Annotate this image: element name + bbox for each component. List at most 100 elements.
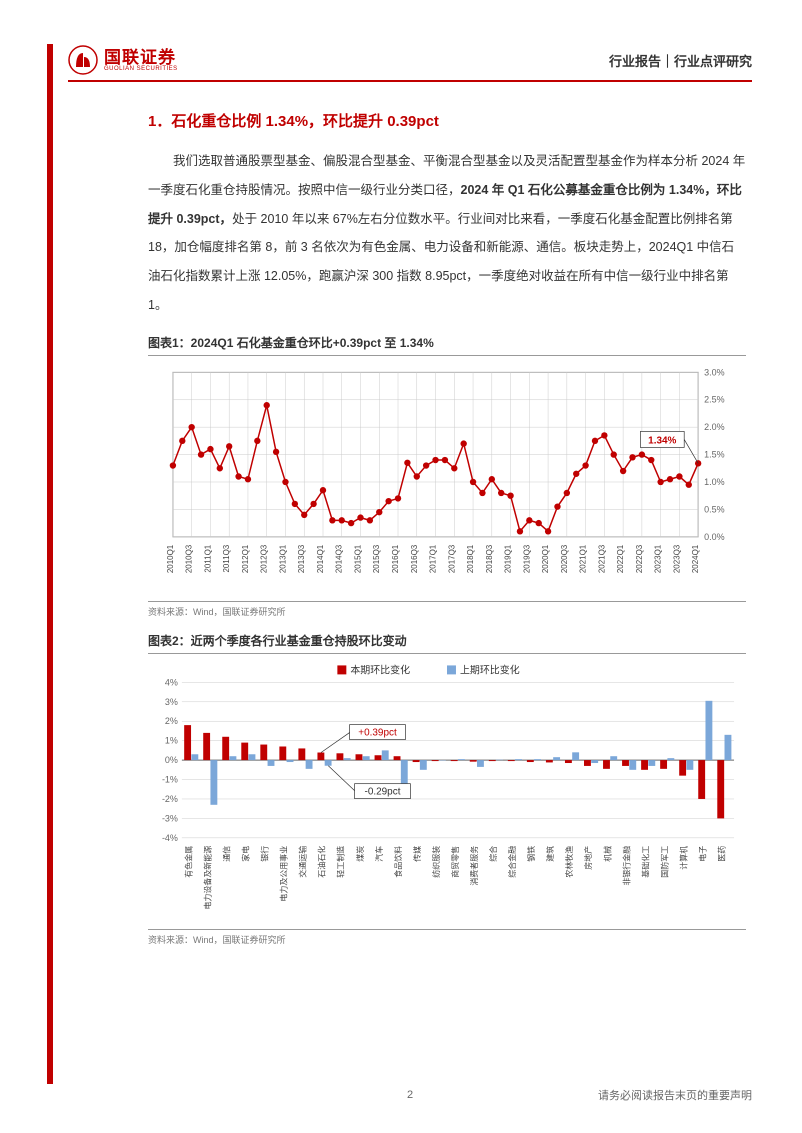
chart2-block: 图表2：近两个季度各行业基金重仓持股环比变动 本期环比变化 上期环比变化 -4% -3… bbox=[148, 632, 746, 946]
svg-text:2012Q1: 2012Q1 bbox=[241, 544, 250, 573]
svg-text:+0.39pct: +0.39pct bbox=[358, 727, 397, 738]
chart2-area: 本期环比变化上期环比变化-4%-3%-2%-1%0%1%2%3%4%有色金属电力… bbox=[148, 660, 746, 925]
logo-text-cn: 国联证券 bbox=[104, 49, 178, 66]
svg-text:综合金融: 综合金融 bbox=[507, 845, 517, 877]
section-title: 1．石化重仓比例 1.34%，环比提升 0.39pct bbox=[148, 110, 746, 131]
section-paragraph: 我们选取普通股票型基金、偏股混合型基金、平衡混合型基金以及灵活配置型基金作为样本… bbox=[148, 147, 746, 320]
svg-text:2021Q1: 2021Q1 bbox=[579, 544, 588, 573]
svg-text:轻工制造: 轻工制造 bbox=[336, 845, 346, 877]
chart1-area: 0.0% 0.5% 1.0% 1.5% 2.0% 2.5% 3.0% 2010Q1 2010Q3… bbox=[148, 362, 746, 597]
svg-text:-1%: -1% bbox=[162, 774, 178, 784]
svg-text:农林牧渔: 农林牧渔 bbox=[564, 845, 574, 877]
svg-text:1.34%: 1.34% bbox=[648, 435, 676, 446]
svg-text:消费者服务: 消费者服务 bbox=[469, 845, 479, 885]
svg-text:2013Q3: 2013Q3 bbox=[297, 544, 306, 573]
svg-text:3.0%: 3.0% bbox=[704, 367, 724, 377]
svg-text:建筑: 建筑 bbox=[545, 845, 555, 861]
svg-text:2013Q1: 2013Q1 bbox=[278, 544, 287, 573]
svg-text:纺织服装: 纺织服装 bbox=[431, 845, 441, 877]
svg-text:传媒: 传媒 bbox=[412, 845, 422, 861]
svg-text:上期环比变化: 上期环比变化 bbox=[460, 663, 520, 676]
svg-text:2018Q3: 2018Q3 bbox=[485, 544, 494, 573]
svg-text:本期环比变化: 本期环比变化 bbox=[350, 663, 410, 676]
svg-text:2012Q3: 2012Q3 bbox=[260, 544, 269, 573]
svg-text:房地产: 房地产 bbox=[583, 845, 593, 869]
svg-text:2015Q3: 2015Q3 bbox=[372, 544, 381, 573]
svg-text:2023Q1: 2023Q1 bbox=[654, 544, 663, 573]
svg-text:2015Q1: 2015Q1 bbox=[354, 544, 363, 573]
svg-text:0.5%: 0.5% bbox=[704, 504, 724, 514]
svg-text:2020Q3: 2020Q3 bbox=[560, 544, 569, 573]
svg-text:2014Q1: 2014Q1 bbox=[316, 544, 325, 573]
svg-text:2024Q1: 2024Q1 bbox=[691, 544, 700, 573]
svg-text:综合: 综合 bbox=[488, 845, 498, 861]
svg-text:有色金属: 有色金属 bbox=[183, 845, 193, 877]
svg-text:食品饮料: 食品饮料 bbox=[393, 845, 403, 877]
svg-text:交通运输: 交通运输 bbox=[298, 845, 308, 877]
svg-text:医药: 医药 bbox=[717, 845, 727, 861]
svg-text:机械: 机械 bbox=[602, 845, 612, 861]
svg-text:2016Q1: 2016Q1 bbox=[391, 544, 400, 573]
svg-text:2.5%: 2.5% bbox=[704, 394, 724, 404]
svg-text:-2%: -2% bbox=[162, 793, 178, 803]
svg-text:电子: 电子 bbox=[697, 845, 707, 861]
svg-text:3%: 3% bbox=[165, 696, 178, 706]
svg-text:电力设备及新能源: 电力设备及新能源 bbox=[202, 845, 212, 909]
svg-text:-4%: -4% bbox=[162, 832, 178, 842]
svg-text:2011Q3: 2011Q3 bbox=[222, 544, 231, 572]
chart2-title: 图表2：近两个季度各行业基金重仓持股环比变动 bbox=[148, 632, 746, 654]
svg-text:商贸零售: 商贸零售 bbox=[450, 845, 460, 877]
footer-disclaimer: 请务必阅读报告末页的重要声明 bbox=[598, 1087, 752, 1103]
svg-text:银行: 银行 bbox=[260, 845, 270, 861]
side-red-bar bbox=[47, 44, 53, 1084]
svg-text:2022Q3: 2022Q3 bbox=[635, 544, 644, 573]
svg-text:2010Q3: 2010Q3 bbox=[185, 544, 194, 573]
content-area: 1．石化重仓比例 1.34%，环比提升 0.39pct 我们选取普通股票型基金、… bbox=[148, 110, 746, 1063]
svg-text:2022Q1: 2022Q1 bbox=[616, 544, 625, 573]
svg-text:2.0%: 2.0% bbox=[704, 422, 724, 432]
page-number: 2 bbox=[407, 1089, 413, 1101]
chart1-block: 图表1：2024Q1 石化基金重仓环比+0.39pct 至 1.34% 0.0%… bbox=[148, 334, 746, 618]
svg-text:-0.29pct: -0.29pct bbox=[365, 786, 401, 797]
company-logo: 国联证券 GUOLIAN SECURITIES bbox=[68, 45, 178, 75]
page-header: 国联证券 GUOLIAN SECURITIES 行业报告｜行业点评研究 bbox=[68, 40, 752, 82]
svg-text:基础化工: 基础化工 bbox=[640, 845, 650, 877]
svg-text:家电: 家电 bbox=[241, 845, 251, 861]
svg-text:0%: 0% bbox=[165, 755, 178, 765]
svg-text:2019Q1: 2019Q1 bbox=[504, 544, 513, 573]
svg-text:2017Q3: 2017Q3 bbox=[447, 544, 456, 573]
svg-text:2023Q3: 2023Q3 bbox=[672, 544, 681, 573]
svg-text:国防军工: 国防军工 bbox=[659, 845, 669, 877]
svg-text:电力及公用事业: 电力及公用事业 bbox=[279, 845, 289, 901]
svg-text:2017Q1: 2017Q1 bbox=[429, 544, 438, 573]
svg-text:通信: 通信 bbox=[221, 845, 231, 861]
svg-text:2%: 2% bbox=[165, 716, 178, 726]
logo-icon bbox=[68, 45, 98, 75]
logo-text-en: GUOLIAN SECURITIES bbox=[104, 66, 178, 72]
svg-text:2021Q3: 2021Q3 bbox=[597, 544, 606, 573]
svg-text:2020Q1: 2020Q1 bbox=[541, 544, 550, 573]
svg-text:煤炭: 煤炭 bbox=[355, 845, 365, 861]
svg-text:2010Q1: 2010Q1 bbox=[166, 544, 175, 573]
svg-text:4%: 4% bbox=[165, 677, 178, 687]
svg-text:非银行金融: 非银行金融 bbox=[621, 845, 631, 885]
svg-text:汽车: 汽车 bbox=[374, 845, 384, 861]
svg-text:石油石化: 石油石化 bbox=[317, 845, 327, 877]
svg-text:2014Q3: 2014Q3 bbox=[335, 544, 344, 573]
svg-text:-3%: -3% bbox=[162, 813, 178, 823]
svg-text:0.0%: 0.0% bbox=[704, 531, 724, 541]
svg-text:2018Q1: 2018Q1 bbox=[466, 544, 475, 573]
chart2-source: 资料来源：Wind，国联证券研究所 bbox=[148, 929, 746, 946]
svg-text:钢铁: 钢铁 bbox=[526, 845, 536, 861]
svg-text:1.0%: 1.0% bbox=[704, 476, 724, 486]
svg-text:2016Q3: 2016Q3 bbox=[410, 544, 419, 573]
svg-text:计算机: 计算机 bbox=[678, 845, 688, 869]
svg-text:1.5%: 1.5% bbox=[704, 449, 724, 459]
chart1-title: 图表1：2024Q1 石化基金重仓环比+0.39pct 至 1.34% bbox=[148, 334, 746, 356]
svg-text:1%: 1% bbox=[165, 735, 178, 745]
header-category: 行业报告｜行业点评研究 bbox=[609, 51, 752, 70]
svg-text:2011Q1: 2011Q1 bbox=[203, 544, 212, 572]
page-footer: 2 请务必阅读报告末页的重要声明 bbox=[68, 1087, 752, 1103]
svg-text:2019Q3: 2019Q3 bbox=[522, 544, 531, 573]
chart1-source: 资料来源：Wind，国联证券研究所 bbox=[148, 601, 746, 618]
